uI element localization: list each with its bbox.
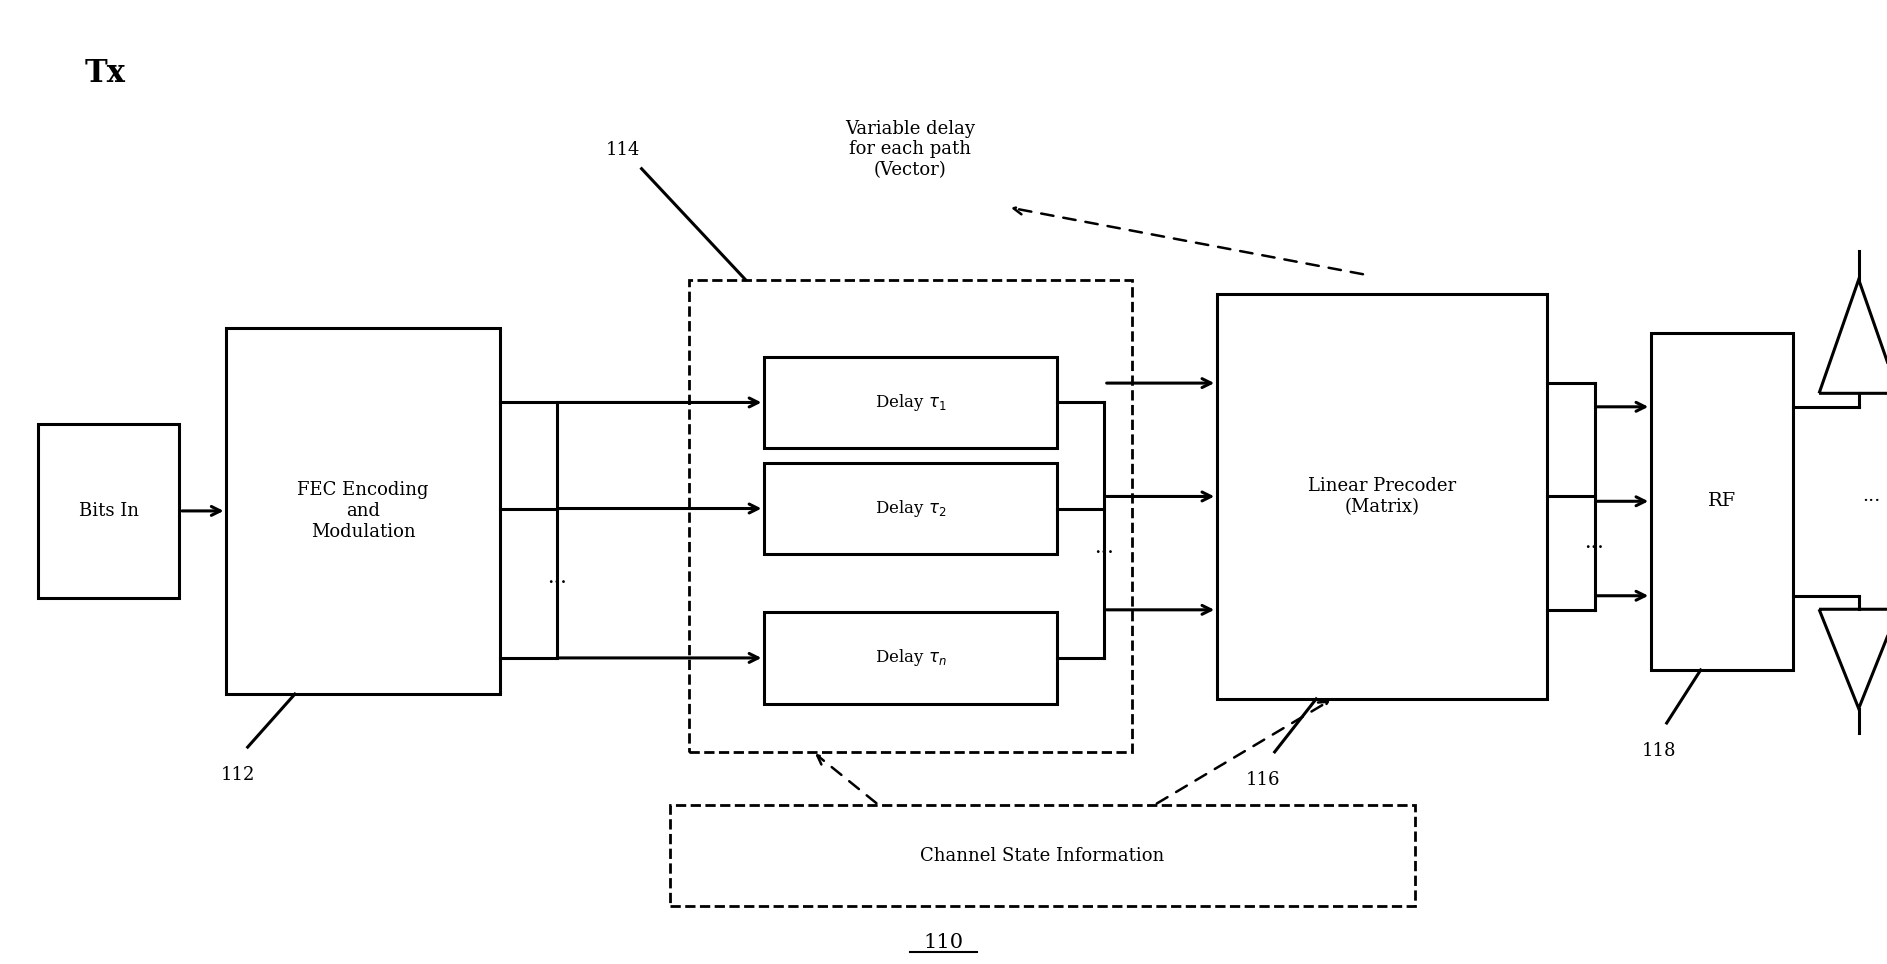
Text: 110: 110 (923, 933, 964, 952)
Text: ···: ··· (1862, 493, 1881, 510)
Bar (1217, 294, 1547, 699)
Bar (1651, 333, 1793, 670)
Text: ···: ··· (547, 574, 566, 593)
Text: Delay $\tau_2$: Delay $\tau_2$ (876, 498, 945, 519)
Text: FEC Encoding
and
Modulation: FEC Encoding and Modulation (298, 481, 428, 541)
Bar (226, 328, 500, 694)
Bar (764, 463, 1057, 554)
Text: Channel State Information: Channel State Information (921, 846, 1164, 865)
Text: Delay $\tau_1$: Delay $\tau_1$ (876, 392, 945, 413)
Text: 112: 112 (221, 766, 255, 785)
Text: 118: 118 (1642, 742, 1676, 761)
Text: ···: ··· (1094, 544, 1113, 563)
Text: 116: 116 (1245, 771, 1281, 790)
Text: Bits In: Bits In (79, 502, 138, 520)
Bar (764, 612, 1057, 704)
Bar (689, 280, 1132, 752)
Text: RF: RF (1708, 493, 1736, 510)
Text: ···: ··· (1585, 539, 1604, 558)
Text: 114: 114 (606, 141, 640, 159)
Text: Linear Precoder
(Matrix): Linear Precoder (Matrix) (1308, 477, 1457, 516)
Bar (38, 424, 179, 598)
Text: Tx: Tx (85, 58, 126, 89)
Text: Delay $\tau_n$: Delay $\tau_n$ (876, 648, 945, 668)
Text: Variable delay
for each path
(Vector): Variable delay for each path (Vector) (845, 120, 976, 179)
Bar (670, 805, 1415, 906)
Bar (764, 357, 1057, 448)
